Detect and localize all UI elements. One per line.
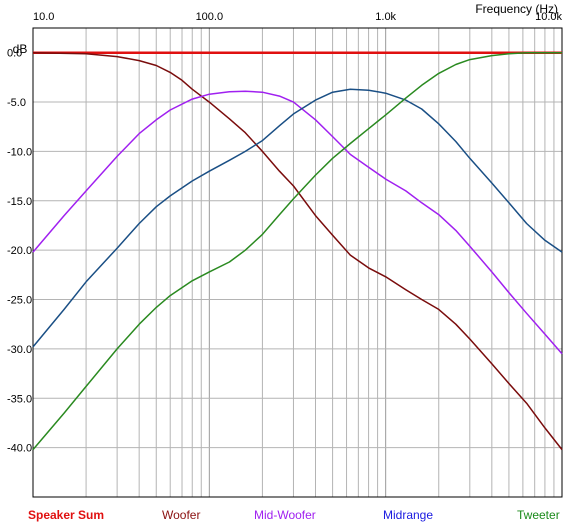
x-tick-label: 10.0: [33, 11, 54, 23]
grid: [32, 28, 562, 497]
plot-frame: [32, 27, 563, 498]
y-tick-label: -35.0: [7, 393, 32, 405]
x-tick-label: 100.0: [196, 11, 224, 23]
y-tick-label: 0.0: [7, 48, 22, 60]
series-line-woofer: [32, 51, 563, 451]
y-tick-label: -10.0: [7, 146, 32, 158]
legend: Speaker Sum Woofer Mid-Woofer Midrange Tweet…: [28, 508, 560, 522]
y-tick-label: -30.0: [7, 344, 32, 356]
x-tick-label: 1.0k: [375, 11, 396, 23]
y-tick-label: -20.0: [7, 245, 32, 257]
tick-labels: 10.0 100.0 1.0k 10.0k 0.0 -5.0 -10.0 -15.0 -20.0…: [7, 11, 562, 455]
series-line-midrange: [32, 88, 563, 348]
legend-item-midrange: Midrange: [383, 508, 433, 522]
y-tick-label: -25.0: [7, 295, 32, 307]
y-tick-label: -15.0: [7, 196, 32, 208]
series-lines: [32, 51, 563, 451]
x-axis-label: Frequency (Hz): [475, 2, 558, 16]
series-line-mid-woofer: [32, 90, 563, 355]
y-axis-label: dB: [13, 42, 28, 56]
x-tick-label: 10.0k: [535, 11, 562, 23]
y-tick-label: -5.0: [7, 97, 26, 109]
legend-item-tweeter: Tweeter: [517, 508, 560, 522]
legend-item-speaker-sum: Speaker Sum: [28, 508, 104, 522]
legend-item-woofer: Woofer: [162, 508, 200, 522]
y-tick-label: -40.0: [7, 443, 32, 455]
legend-item-mid-woofer: Mid-Woofer: [254, 508, 316, 522]
series-line-tweeter: [32, 51, 562, 451]
